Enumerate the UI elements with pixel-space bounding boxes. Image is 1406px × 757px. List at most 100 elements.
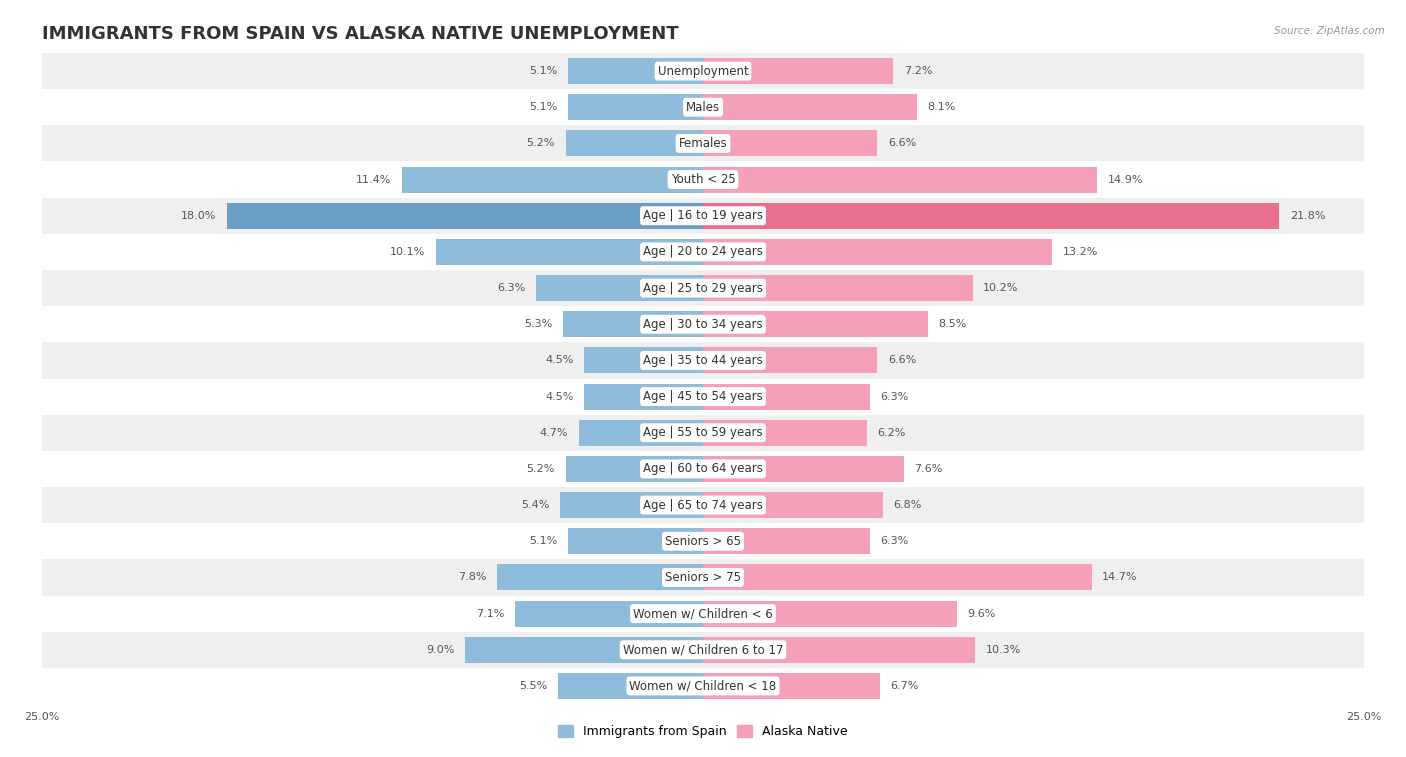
Bar: [568, 528, 703, 554]
Text: 5.5%: 5.5%: [519, 681, 547, 691]
Bar: [0, 270, 1406, 306]
Text: 7.8%: 7.8%: [458, 572, 486, 582]
Text: 10.3%: 10.3%: [986, 645, 1021, 655]
Text: Age | 20 to 24 years: Age | 20 to 24 years: [643, 245, 763, 258]
Bar: [568, 94, 703, 120]
Bar: [0, 198, 1406, 234]
Text: Females: Females: [679, 137, 727, 150]
Text: Age | 45 to 54 years: Age | 45 to 54 years: [643, 390, 763, 403]
Text: 8.1%: 8.1%: [928, 102, 956, 112]
Bar: [465, 637, 703, 663]
Text: 4.7%: 4.7%: [540, 428, 568, 438]
Text: Seniors > 75: Seniors > 75: [665, 571, 741, 584]
Bar: [0, 378, 1406, 415]
Bar: [703, 130, 877, 157]
Text: 7.6%: 7.6%: [914, 464, 943, 474]
Bar: [0, 89, 1406, 126]
Text: Women w/ Children 6 to 17: Women w/ Children 6 to 17: [623, 643, 783, 656]
Text: Women w/ Children < 18: Women w/ Children < 18: [630, 680, 776, 693]
Text: 6.6%: 6.6%: [889, 356, 917, 366]
Text: Unemployment: Unemployment: [658, 64, 748, 77]
Bar: [0, 668, 1406, 704]
Text: 18.0%: 18.0%: [181, 210, 217, 221]
Bar: [0, 523, 1406, 559]
Bar: [703, 384, 869, 410]
Bar: [703, 239, 1052, 265]
Bar: [0, 234, 1406, 270]
Text: 5.3%: 5.3%: [524, 319, 553, 329]
Text: 6.2%: 6.2%: [877, 428, 905, 438]
Bar: [0, 451, 1406, 487]
Text: 9.0%: 9.0%: [426, 645, 454, 655]
Text: 7.2%: 7.2%: [904, 66, 932, 76]
Text: Youth < 25: Youth < 25: [671, 173, 735, 186]
Text: 4.5%: 4.5%: [546, 391, 574, 401]
Bar: [703, 311, 928, 338]
Text: 14.9%: 14.9%: [1108, 175, 1143, 185]
Bar: [583, 384, 703, 410]
Text: 6.7%: 6.7%: [890, 681, 920, 691]
Bar: [0, 487, 1406, 523]
Text: Seniors > 65: Seniors > 65: [665, 534, 741, 548]
Text: Age | 30 to 34 years: Age | 30 to 34 years: [643, 318, 763, 331]
Bar: [0, 342, 1406, 378]
Text: 10.1%: 10.1%: [391, 247, 426, 257]
Bar: [703, 528, 869, 554]
Bar: [558, 673, 703, 699]
Text: 21.8%: 21.8%: [1289, 210, 1326, 221]
Bar: [703, 419, 868, 446]
Bar: [703, 637, 976, 663]
Bar: [496, 565, 703, 590]
Text: 6.3%: 6.3%: [880, 391, 908, 401]
Text: 8.5%: 8.5%: [938, 319, 967, 329]
Text: 5.1%: 5.1%: [530, 102, 558, 112]
Bar: [568, 58, 703, 84]
Bar: [0, 53, 1406, 89]
Text: Age | 35 to 44 years: Age | 35 to 44 years: [643, 354, 763, 367]
Text: 13.2%: 13.2%: [1063, 247, 1098, 257]
Bar: [0, 306, 1406, 342]
Text: 11.4%: 11.4%: [356, 175, 391, 185]
Bar: [562, 311, 703, 338]
Text: Source: ZipAtlas.com: Source: ZipAtlas.com: [1274, 26, 1385, 36]
Bar: [703, 456, 904, 482]
Bar: [703, 673, 880, 699]
Bar: [703, 600, 956, 627]
Bar: [583, 347, 703, 373]
Bar: [565, 456, 703, 482]
Text: 5.4%: 5.4%: [522, 500, 550, 510]
Bar: [0, 596, 1406, 631]
Bar: [436, 239, 703, 265]
Text: 6.6%: 6.6%: [889, 139, 917, 148]
Bar: [703, 492, 883, 518]
Text: 5.2%: 5.2%: [527, 139, 555, 148]
Text: Age | 60 to 64 years: Age | 60 to 64 years: [643, 463, 763, 475]
Text: 5.1%: 5.1%: [530, 536, 558, 547]
Text: 6.3%: 6.3%: [880, 536, 908, 547]
Bar: [0, 631, 1406, 668]
Text: IMMIGRANTS FROM SPAIN VS ALASKA NATIVE UNEMPLOYMENT: IMMIGRANTS FROM SPAIN VS ALASKA NATIVE U…: [42, 25, 679, 43]
Text: Women w/ Children < 6: Women w/ Children < 6: [633, 607, 773, 620]
Bar: [0, 559, 1406, 596]
Text: 5.2%: 5.2%: [527, 464, 555, 474]
Bar: [560, 492, 703, 518]
Bar: [703, 58, 893, 84]
Bar: [565, 130, 703, 157]
Bar: [703, 565, 1091, 590]
Text: Age | 65 to 74 years: Age | 65 to 74 years: [643, 499, 763, 512]
Bar: [402, 167, 703, 192]
Bar: [228, 203, 703, 229]
Text: 9.6%: 9.6%: [967, 609, 995, 618]
Text: Age | 55 to 59 years: Age | 55 to 59 years: [643, 426, 763, 439]
Bar: [0, 415, 1406, 451]
Text: Age | 25 to 29 years: Age | 25 to 29 years: [643, 282, 763, 294]
Bar: [537, 275, 703, 301]
Bar: [516, 600, 703, 627]
Bar: [703, 203, 1279, 229]
Text: 5.1%: 5.1%: [530, 66, 558, 76]
Bar: [703, 347, 877, 373]
Text: 6.8%: 6.8%: [893, 500, 922, 510]
Bar: [703, 167, 1097, 192]
Text: 7.1%: 7.1%: [477, 609, 505, 618]
Bar: [0, 161, 1406, 198]
